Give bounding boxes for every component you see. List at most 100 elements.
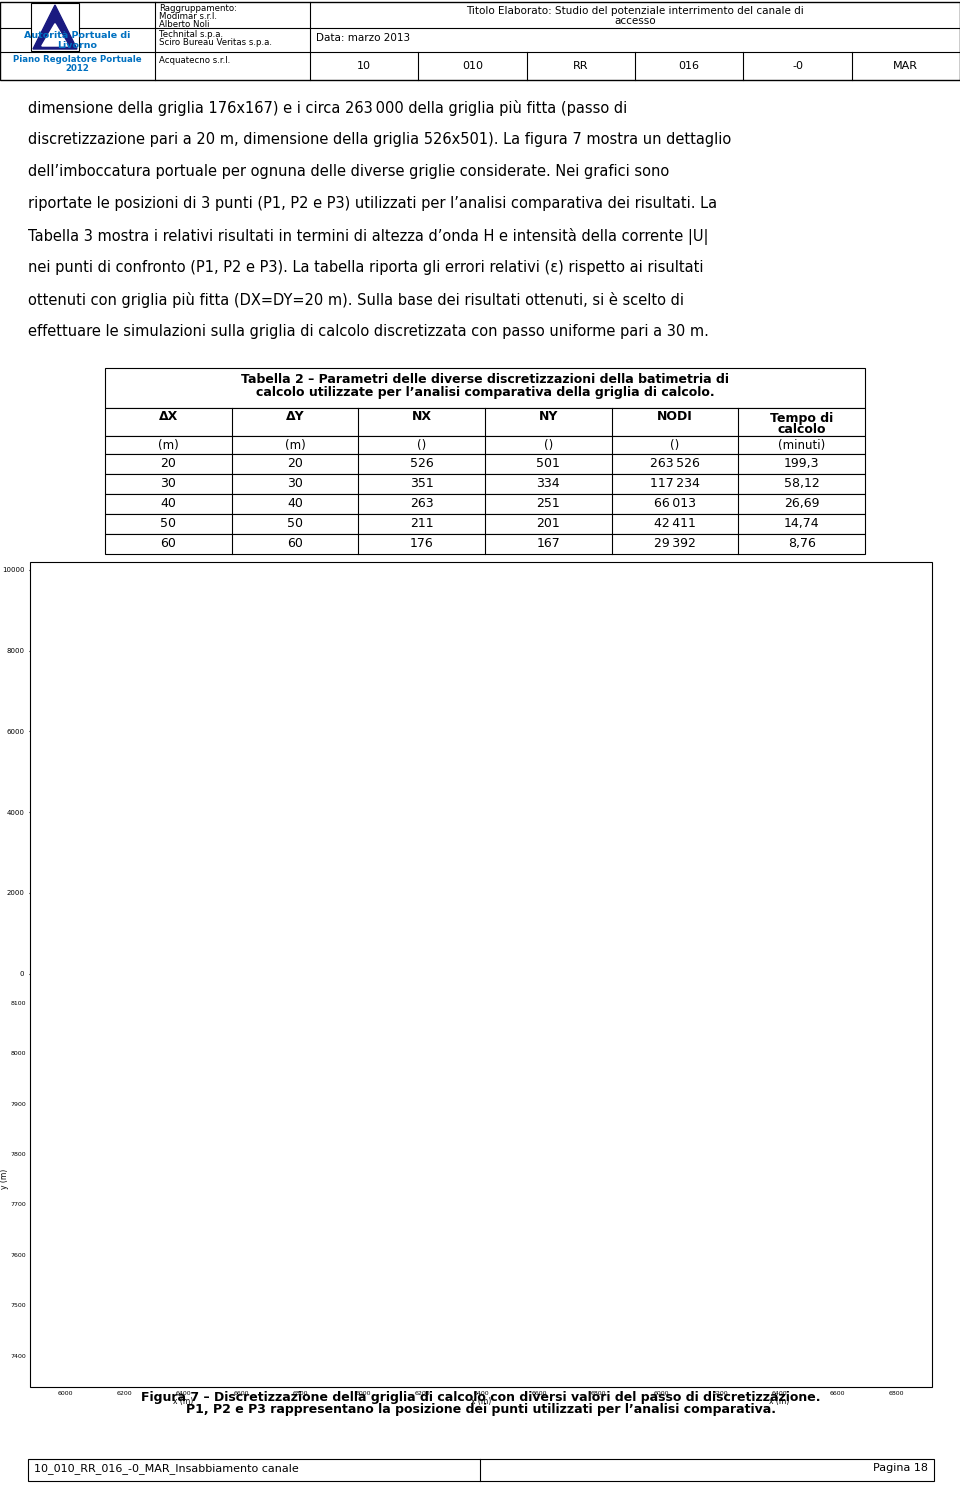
Text: Modimar s.r.l.: Modimar s.r.l. [159, 12, 217, 21]
Text: (minuti): (minuti) [778, 440, 826, 451]
Text: $\Delta x = \Delta y = 30$ m: $\Delta x = \Delta y = 30$ m [276, 1351, 328, 1360]
X-axis label: x (m): x (m) [186, 991, 206, 1000]
Text: NX: NX [412, 410, 432, 423]
Text: riportate le posizioni di 3 punti (P1, P2 e P3) utilizzati per l’analisi compara: riportate le posizioni di 3 punti (P1, P… [28, 196, 717, 211]
Text: ΔX: ΔX [158, 410, 178, 423]
Text: P3: P3 [561, 1046, 569, 1052]
Text: calcolo utilizzate per l’analisi comparativa della griglia di calcolo.: calcolo utilizzate per l’analisi compara… [255, 386, 714, 399]
Text: Sciro Bureau Veritas s.p.a.: Sciro Bureau Veritas s.p.a. [159, 37, 272, 46]
Text: 167: 167 [537, 537, 561, 550]
Text: P1, P2 e P3 rappresentano la posizione dei punti utilizzati per l’analisi compar: P1, P2 e P3 rappresentano la posizione d… [186, 1402, 776, 1416]
Text: 199,3: 199,3 [784, 457, 820, 469]
Text: 20: 20 [160, 457, 177, 469]
Text: (): () [543, 440, 553, 451]
Text: -0: -0 [792, 61, 803, 70]
Text: $\Delta x = \Delta y = 10$ m: $\Delta x = \Delta y = 10$ m [589, 943, 640, 954]
Text: 29 392: 29 392 [654, 537, 696, 550]
Text: P1: P1 [522, 1193, 531, 1199]
Text: 40: 40 [160, 496, 177, 510]
Text: 334: 334 [537, 477, 560, 490]
Text: $\Delta x = \Delta y = 20$ m: $\Delta x = \Delta y = 20$ m [873, 943, 924, 954]
Text: (): () [417, 440, 426, 451]
Text: 201: 201 [537, 517, 561, 531]
Text: P1: P1 [224, 1193, 232, 1199]
Text: 263 526: 263 526 [650, 457, 700, 469]
Text: 14,74: 14,74 [784, 517, 820, 531]
Text: Alberto Noli: Alberto Noli [159, 19, 209, 28]
Text: Piano Regolatore Portuale: Piano Regolatore Portuale [13, 55, 142, 64]
Text: 176: 176 [410, 537, 434, 550]
Text: Autorità Portuale di: Autorità Portuale di [24, 31, 131, 40]
Text: (m): (m) [284, 440, 305, 451]
Text: MAR: MAR [894, 61, 919, 70]
Text: Acquatecno s.r.l.: Acquatecno s.r.l. [159, 55, 230, 64]
Text: P1: P1 [820, 1193, 828, 1199]
Text: $\Delta x = \Delta y = 50$ m: $\Delta x = \Delta y = 50$ m [873, 1351, 924, 1360]
Text: Data: marzo 2013: Data: marzo 2013 [316, 33, 410, 43]
Text: P3: P3 [578, 640, 587, 646]
X-axis label: x (m): x (m) [769, 1398, 789, 1407]
Text: Titolo Elaborato: Studio del potenziale interrimento del canale di: Titolo Elaborato: Studio del potenziale … [467, 6, 804, 16]
Text: 60: 60 [160, 537, 177, 550]
Text: P1: P1 [826, 785, 834, 791]
Text: P2: P2 [723, 1289, 732, 1295]
Text: 60: 60 [287, 537, 303, 550]
Y-axis label: y (m): y (m) [596, 1169, 605, 1190]
X-axis label: x (m): x (m) [776, 990, 796, 999]
Polygon shape [33, 4, 77, 49]
Text: Raggruppamento:: Raggruppamento: [159, 4, 237, 13]
Text: 016: 016 [679, 61, 700, 70]
Bar [105, 474, 865, 493]
Bar [105, 534, 865, 555]
Bar [105, 514, 865, 534]
Text: 251: 251 [537, 496, 561, 510]
Bar [31, 3, 79, 51]
Text: discretizzazione pari a 20 m, dimensione della griglia 526x501). La figura 7 mos: discretizzazione pari a 20 m, dimensione… [28, 132, 732, 147]
Bar [105, 454, 865, 474]
Text: ΔY: ΔY [286, 410, 304, 423]
Text: 117 234: 117 234 [650, 477, 700, 490]
Bar [105, 493, 865, 514]
X-axis label: x (m): x (m) [492, 990, 513, 999]
Text: 010: 010 [462, 61, 483, 70]
Text: Tabella 3 mostra i relativi risultati in termini di altezza d’onda H e intensità: Tabella 3 mostra i relativi risultati in… [28, 229, 708, 245]
Text: 2012: 2012 [65, 64, 89, 73]
X-axis label: x (m): x (m) [470, 1398, 492, 1407]
Bar [212, 712, 268, 812]
Text: calcolo: calcolo [778, 423, 826, 437]
Bar [30, 562, 932, 1387]
Text: RR: RR [573, 61, 588, 70]
Bar [105, 437, 865, 454]
Bar [28, 1459, 934, 1482]
Text: (): () [670, 440, 680, 451]
Text: 8,76: 8,76 [788, 537, 816, 550]
Text: 10: 10 [357, 61, 372, 70]
Text: dell’imboccatura portuale per ognuna delle diverse griglie considerate. Nei graf: dell’imboccatura portuale per ognuna del… [28, 164, 669, 179]
Text: Pagina 18: Pagina 18 [873, 1464, 928, 1473]
X-axis label: x (m): x (m) [173, 1398, 193, 1407]
Text: P3: P3 [262, 1046, 271, 1052]
Text: 26,69: 26,69 [784, 496, 820, 510]
Text: nei punti di confronto (P1, P2 e P3). La tabella riporta gli errori relativi (ε): nei punti di confronto (P1, P2 e P3). La… [28, 260, 704, 275]
Text: 66 013: 66 013 [654, 496, 696, 510]
Text: 50: 50 [287, 517, 303, 531]
Text: 30: 30 [160, 477, 177, 490]
Text: 526: 526 [410, 457, 434, 469]
Text: 50: 50 [160, 517, 177, 531]
Text: 20: 20 [287, 457, 303, 469]
Text: 40: 40 [287, 496, 303, 510]
Text: P3: P3 [862, 640, 871, 646]
Text: P2: P2 [425, 1289, 434, 1295]
Text: NODI: NODI [658, 410, 693, 423]
Text: Livorno: Livorno [58, 40, 98, 49]
Text: 263: 263 [410, 496, 434, 510]
Text: 501: 501 [537, 457, 561, 469]
Bar [105, 408, 865, 437]
Y-axis label: y (m): y (m) [0, 1169, 10, 1190]
Y-axis label: y (m): y (m) [299, 1169, 307, 1190]
Polygon shape [42, 24, 68, 46]
Text: ottenuti con griglia più fitta (DX=DY=20 m). Sulla base dei risultati ottenuti, : ottenuti con griglia più fitta (DX=DY=20… [28, 292, 684, 308]
Text: P2: P2 [127, 1289, 135, 1295]
Text: P3: P3 [858, 1046, 867, 1052]
Text: 58,12: 58,12 [783, 477, 820, 490]
